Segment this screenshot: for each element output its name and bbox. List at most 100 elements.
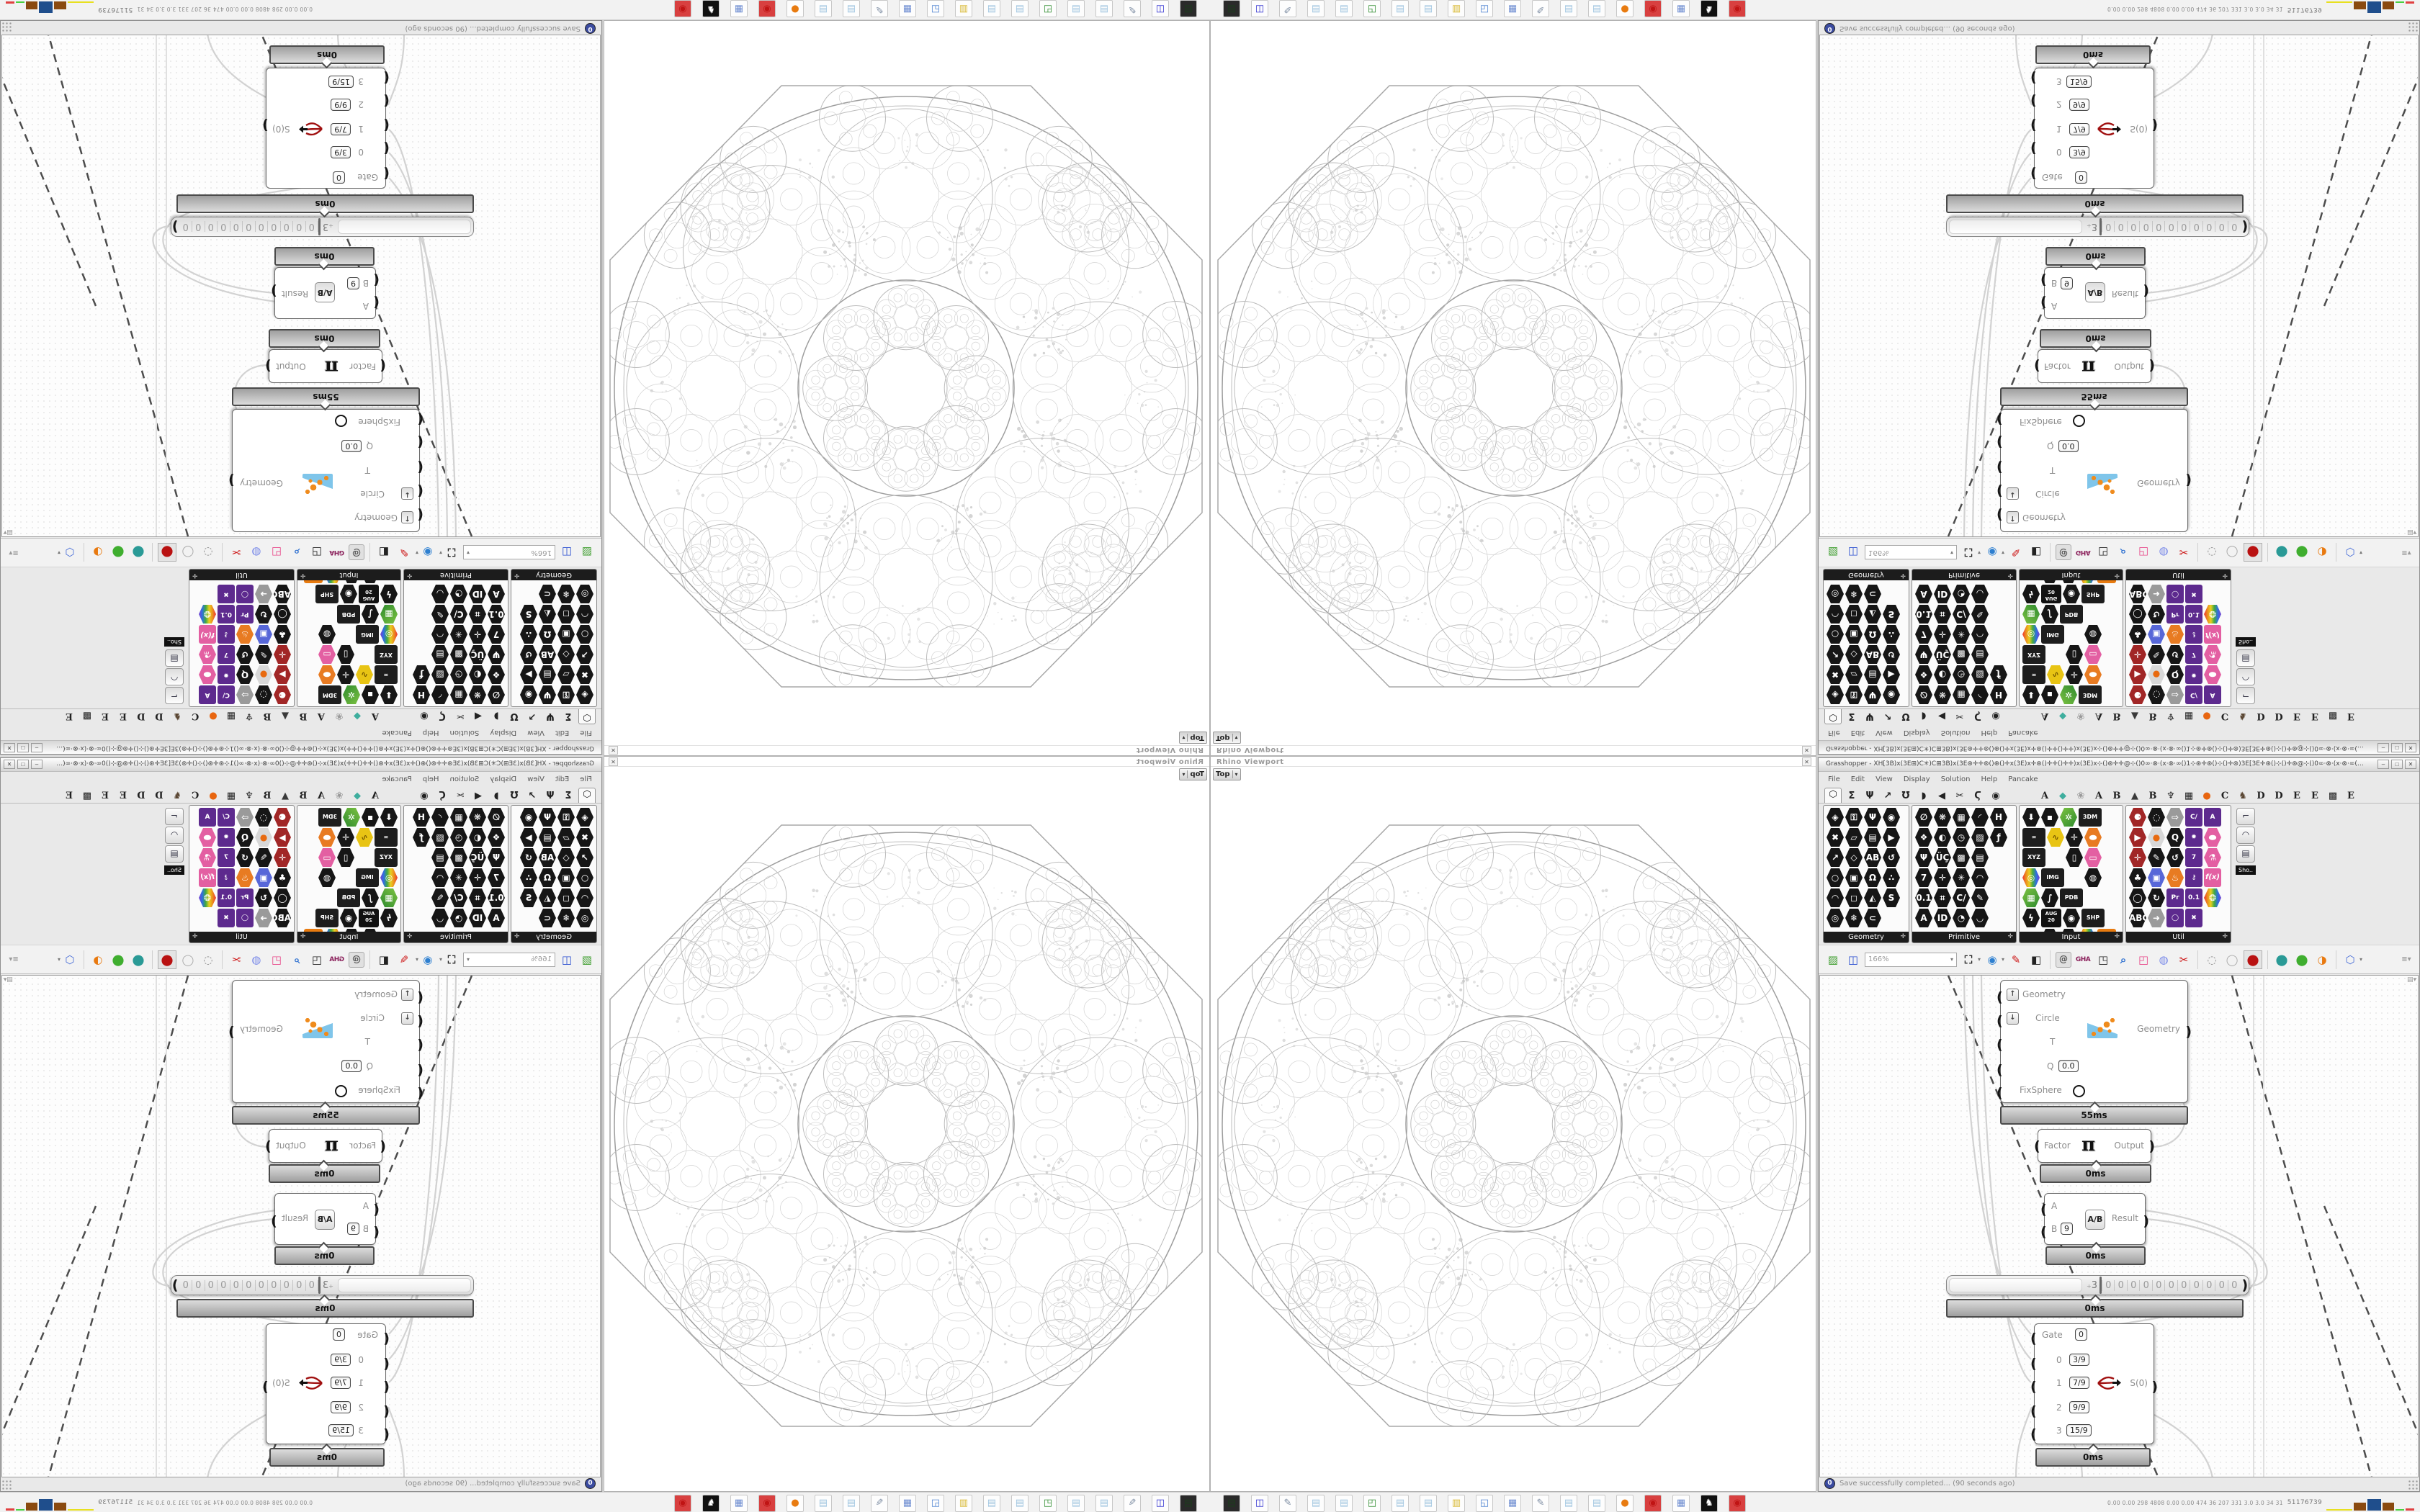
palette-component-icon[interactable]: ∫ — [362, 605, 379, 624]
palette-component-icon[interactable]: ✹ — [218, 665, 235, 684]
viewport-tab[interactable]: Top ▾ — [1213, 732, 1241, 744]
palette-component-icon[interactable]: ↻ — [255, 888, 272, 907]
dropdown-icon[interactable]: ▾ — [415, 956, 418, 963]
category-tab-icon[interactable]: ◀ — [475, 791, 482, 801]
taskbar-app-icon[interactable]: ◉ — [674, 0, 691, 17]
object-finder-icon[interactable]: ⌕ — [2120, 546, 2127, 559]
palette-component-icon[interactable]: ⚗ — [2204, 848, 2221, 867]
viewport-tab[interactable]: Top ▾ — [1213, 768, 1241, 780]
category-tab-icon[interactable]: Ϛ — [1974, 711, 1981, 721]
palette-component-icon[interactable]: ❋ — [469, 685, 486, 704]
palette-component-icon[interactable]: ✛ — [2066, 828, 2083, 847]
fixsphere-toggle[interactable] — [335, 415, 347, 427]
display-mode-icon[interactable]: ⬡ — [65, 546, 75, 559]
palette-component-icon[interactable]: AUG 20 — [2041, 585, 2061, 603]
palette-component-icon[interactable]: ▶ — [274, 665, 291, 684]
taskbar-app-icon[interactable]: ♞ — [702, 0, 720, 17]
b-value-box[interactable]: 9 — [2061, 1223, 2073, 1235]
palette-component-icon[interactable]: Ω — [539, 625, 556, 644]
taskbar-app-icon[interactable]: ▤ — [1011, 1495, 1028, 1512]
maximize-icon[interactable]: □ — [17, 760, 29, 769]
category-tab-icon[interactable]: E — [120, 711, 127, 721]
palette-component-icon[interactable]: ✖ — [2185, 909, 2202, 927]
palette-component-icon[interactable]: ▩ — [450, 848, 467, 867]
palette-component-icon[interactable]: ID — [469, 585, 486, 603]
menu-edit[interactable]: Edit — [555, 775, 570, 783]
open-file-icon[interactable]: ▨ — [1827, 546, 1839, 559]
palette-component-icon[interactable]: Ψ — [539, 808, 556, 827]
palette-component-icon[interactable]: ◎ — [576, 585, 593, 603]
palette-component-icon[interactable]: ◇ — [557, 848, 575, 867]
palette-component-icon[interactable]: ▱ — [1845, 828, 1863, 847]
palette-component-icon[interactable]: Ω — [1864, 868, 1881, 887]
palette-component-icon[interactable]: 7 — [1915, 625, 1932, 644]
screenshot-icon[interactable]: ◳ — [2097, 546, 2109, 559]
palette-component-icon[interactable]: ➜ — [255, 909, 272, 927]
division-component[interactable]: ( ( ) A B 9 A/B Result — [271, 1193, 380, 1245]
preview-shaded-icon[interactable]: ⬤ — [2244, 950, 2263, 969]
palette-component-icon[interactable]: AUG 20 — [359, 909, 379, 927]
palette-label[interactable]: Input ✛ — [297, 570, 400, 580]
overflow-tool-icon[interactable]: ◠ — [165, 668, 184, 685]
palette-component-icon[interactable]: ◻ — [1845, 605, 1863, 624]
scroller-grip[interactable] — [318, 1277, 321, 1294]
taskbar-app-icon[interactable]: ◫ — [1251, 0, 1268, 17]
palette-component-icon[interactable]: ▭ — [2084, 848, 2102, 867]
gate-component[interactable]: ( ( ( ( ( ) Gate 0 0 3/9 1 7/9 — [2030, 1323, 2158, 1444]
maximize-icon[interactable]: □ — [17, 743, 29, 752]
palette-component-icon[interactable]: ✲ — [2060, 685, 2077, 704]
fixsphere-toggle[interactable] — [2073, 1085, 2085, 1097]
q-value-box[interactable]: 0.0 — [341, 440, 362, 452]
palette-component-icon[interactable]: A — [1915, 909, 1932, 927]
palette-component-icon[interactable]: S — [520, 605, 537, 624]
taskbar-app-icon[interactable]: ◫ — [1152, 0, 1169, 17]
palette-component-icon[interactable]: ❄ — [557, 585, 575, 603]
palette-component-icon[interactable]: ✹ — [2185, 828, 2202, 847]
gha-assembly-icon[interactable]: GHA — [2075, 549, 2091, 557]
open-file-icon[interactable]: ▨ — [1827, 953, 1839, 966]
taskbar-app-icon[interactable]: ▤ — [1095, 0, 1113, 17]
taskbar-app-icon[interactable]: ♞ — [702, 1495, 720, 1512]
gate-row-value[interactable]: 7/9 — [331, 1377, 351, 1389]
palette-component-icon[interactable]: ✎ — [431, 605, 449, 624]
taskbar-app-icon[interactable]: ✎ — [1124, 1495, 1141, 1512]
palette-component-icon[interactable]: ⇨ — [2166, 808, 2184, 827]
palette-component-icon[interactable]: IMG — [2041, 625, 2064, 644]
remote-at-icon[interactable]: @ — [348, 544, 364, 561]
only-selected-teal-icon[interactable]: ⬤ — [2275, 546, 2288, 559]
overflow-tool-icon[interactable]: ⌐ — [165, 808, 184, 825]
scroller-digit-cell[interactable]: 0 — [230, 1279, 243, 1291]
palette-component-icon[interactable]: ➜ — [2148, 585, 2165, 603]
scroller-grip[interactable] — [2099, 1277, 2102, 1294]
category-tab-icon[interactable]: ◆ — [2059, 791, 2066, 801]
palette-component-icon[interactable]: H — [413, 685, 430, 704]
category-tab-icon[interactable]: ◉ — [1991, 711, 2000, 721]
palette-component-icon[interactable]: IMG — [356, 868, 379, 887]
gate-row-value[interactable]: 9/9 — [331, 1401, 351, 1413]
palette-component-icon[interactable]: ✹ — [218, 828, 235, 847]
category-tab-icon[interactable]: A — [371, 791, 380, 801]
palette-component-icon[interactable]: ▱ — [557, 828, 575, 847]
palette-component-icon[interactable]: ◍ — [318, 868, 336, 887]
palette-component-icon[interactable]: ▦ — [380, 605, 398, 624]
palette-component-icon[interactable]: 7 — [1915, 868, 1932, 887]
palette-component-icon[interactable]: XYZ — [2022, 848, 2045, 867]
palette-component-icon[interactable]: ▶ — [2129, 828, 2146, 847]
sketch-pen-icon[interactable]: ✎ — [399, 546, 409, 559]
palette-component-icon[interactable]: ◍ — [318, 625, 336, 644]
palette-component-icon[interactable]: ✖ — [1827, 665, 1844, 684]
palette-component-icon[interactable]: ● — [255, 665, 272, 684]
category-tab-icon[interactable]: ↗ — [1883, 711, 1892, 721]
palette-component-icon[interactable]: ◷ — [450, 828, 467, 847]
category-tab-icon[interactable]: D — [2257, 791, 2265, 801]
palette-component-icon[interactable]: ∿ — [356, 828, 373, 847]
taskbar-app-icon[interactable]: ▤ — [1420, 0, 1437, 17]
palette-component-icon[interactable]: ƒ — [413, 665, 430, 684]
scroller-digit-cell[interactable]: 0 — [305, 1279, 319, 1291]
palette-component-icon[interactable]: A — [488, 909, 505, 927]
palette-component-icon[interactable]: ▶ — [1883, 828, 1900, 847]
gate-component[interactable]: ( ( ( ( ( ) Gate 0 0 3/9 1 7/9 — [2030, 68, 2158, 189]
palette-component-icon[interactable]: ϟ — [380, 909, 398, 927]
taskbar-app-icon[interactable]: ▤ — [1067, 0, 1085, 17]
palette-component-icon[interactable]: ABC — [274, 909, 291, 927]
